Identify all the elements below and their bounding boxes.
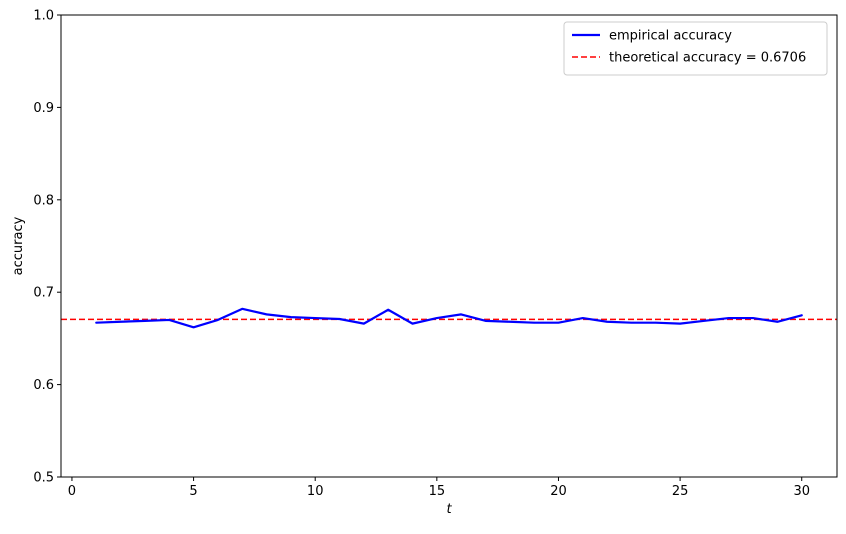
y-tick-label: 1.0 [33,9,54,24]
y-tick-label: 0.7 [33,286,54,301]
y-tick-label: 0.8 [33,193,54,208]
y-tick-label: 0.6 [33,378,54,393]
x-tick-label: 0 [68,484,76,499]
y-tick-label: 0.9 [33,101,54,116]
x-tick-label: 30 [793,484,810,499]
plot-frame [60,14,838,478]
series-layer [95,307,803,329]
legend: empirical accuracy theoretical accuracy … [563,21,828,76]
y-tick-label: 0.5 [33,471,54,486]
x-axis-ticks: 0 5 10 15 20 25 30 [68,477,810,499]
x-tick-label: 5 [189,484,197,499]
legend-box [563,21,828,76]
x-tick-label: 15 [429,484,446,499]
legend-label-theoretical: theoretical accuracy = 0.6706 [609,51,806,66]
y-axis-ticks: 0.5 0.6 0.7 0.8 0.9 1.0 [33,9,61,486]
x-axis-label: t [446,502,452,517]
empirical-accuracy-line [95,307,803,329]
y-axis-label: accuracy [11,216,26,275]
legend-label-empirical: empirical accuracy [609,29,732,44]
x-tick-label: 10 [307,484,324,499]
x-tick-label: 20 [550,484,567,499]
x-tick-label: 25 [672,484,689,499]
